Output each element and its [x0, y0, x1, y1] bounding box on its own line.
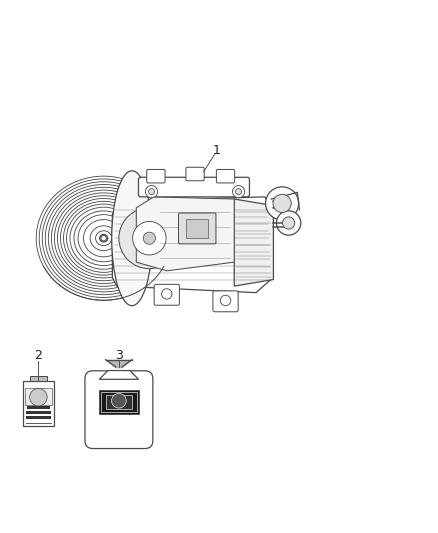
Circle shape — [283, 217, 295, 229]
Bar — [25, 388, 52, 406]
FancyBboxPatch shape — [154, 284, 180, 305]
FancyBboxPatch shape — [85, 371, 153, 449]
Bar — [106, 395, 132, 409]
Text: 1: 1 — [213, 144, 221, 157]
Circle shape — [265, 187, 299, 220]
FancyBboxPatch shape — [147, 169, 165, 183]
Circle shape — [273, 195, 291, 213]
Circle shape — [143, 232, 155, 244]
Bar — [101, 392, 137, 411]
Polygon shape — [113, 197, 273, 293]
Circle shape — [233, 185, 245, 198]
Ellipse shape — [112, 171, 152, 305]
Polygon shape — [234, 199, 273, 286]
Bar — [25, 416, 51, 419]
Circle shape — [133, 221, 166, 255]
Bar — [27, 406, 50, 409]
Bar — [30, 376, 47, 381]
Bar — [99, 390, 139, 414]
Circle shape — [220, 295, 231, 305]
Circle shape — [101, 236, 106, 241]
Circle shape — [236, 189, 242, 195]
FancyBboxPatch shape — [216, 169, 235, 183]
Polygon shape — [106, 360, 132, 368]
Bar — [186, 219, 208, 238]
Circle shape — [148, 189, 155, 195]
Circle shape — [145, 185, 158, 198]
Polygon shape — [99, 370, 138, 379]
Circle shape — [119, 208, 180, 269]
FancyBboxPatch shape — [186, 167, 204, 181]
Circle shape — [162, 289, 172, 299]
Polygon shape — [136, 197, 234, 271]
Circle shape — [112, 393, 126, 408]
Bar — [25, 410, 51, 414]
FancyBboxPatch shape — [213, 291, 238, 312]
Text: 3: 3 — [115, 349, 123, 362]
FancyBboxPatch shape — [138, 177, 250, 197]
Text: 2: 2 — [35, 349, 42, 362]
FancyBboxPatch shape — [179, 213, 216, 244]
Bar — [23, 381, 54, 426]
Circle shape — [30, 389, 47, 406]
Circle shape — [276, 211, 301, 235]
